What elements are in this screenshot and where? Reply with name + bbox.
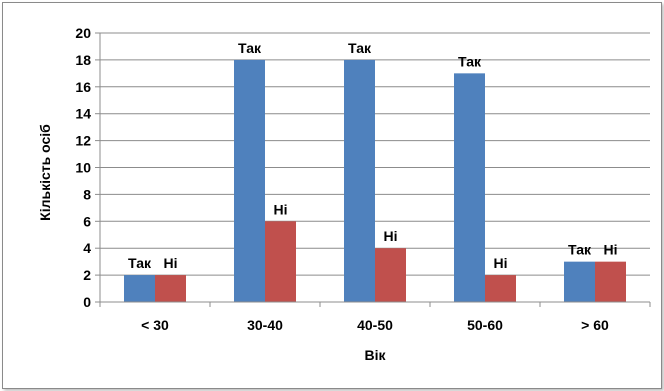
bar-yes-1 xyxy=(234,59,265,303)
y-tick-label: 8 xyxy=(83,186,91,202)
data-label-yes-1: Так xyxy=(238,40,262,56)
bar-yes-4 xyxy=(564,261,595,302)
data-label-no-1: Ні xyxy=(274,201,288,217)
x-tick-label: 50-60 xyxy=(467,317,503,333)
data-label-yes-3: Так xyxy=(458,53,482,69)
y-tick-label: 6 xyxy=(83,213,91,229)
bar-no-3 xyxy=(485,275,516,302)
data-label-yes-2: Так xyxy=(348,40,372,56)
data-label-no-2: Ні xyxy=(384,228,398,244)
x-axis-title: Вік xyxy=(364,347,386,363)
y-tick-labels: 0 2 4 6 8 10 12 14 16 18 20 xyxy=(75,25,91,310)
y-axis-title: Кількість осіб xyxy=(37,124,53,221)
data-label-yes-0: Так xyxy=(128,255,152,271)
y-tick-label: 20 xyxy=(75,25,91,41)
x-tick-label: < 30 xyxy=(141,317,169,333)
x-tick-label: 30-40 xyxy=(247,317,283,333)
bar-no-4 xyxy=(595,261,626,302)
data-label-no-0: Ні xyxy=(164,255,178,271)
y-tick-label: 14 xyxy=(75,106,91,122)
bar-no-2 xyxy=(375,248,406,302)
data-label-yes-4: Так xyxy=(568,242,592,258)
y-tick-label: 16 xyxy=(75,79,91,95)
axes xyxy=(95,32,651,307)
x-tick-label: 40-50 xyxy=(357,317,393,333)
bar-no-0 xyxy=(155,275,186,302)
bars xyxy=(124,59,626,303)
bar-yes-3 xyxy=(454,73,485,302)
data-labels: Так Ні Так Ні Так Ні Так Ні Так Ні xyxy=(128,40,618,271)
bar-no-1 xyxy=(265,221,296,302)
data-label-no-3: Ні xyxy=(494,255,508,271)
x-tick-label: > 60 xyxy=(581,317,609,333)
y-tick-label: 10 xyxy=(75,160,91,176)
data-label-no-4: Ні xyxy=(604,242,618,258)
y-tick-label: 12 xyxy=(75,133,91,149)
y-tick-label: 18 xyxy=(75,52,91,68)
x-tick-labels: < 30 30-40 40-50 50-60 > 60 xyxy=(141,317,609,333)
y-tick-label: 0 xyxy=(83,294,91,310)
bar-yes-0 xyxy=(124,275,155,302)
y-tick-label: 4 xyxy=(83,240,91,256)
bar-yes-2 xyxy=(344,59,375,303)
y-tick-label: 2 xyxy=(83,267,91,283)
